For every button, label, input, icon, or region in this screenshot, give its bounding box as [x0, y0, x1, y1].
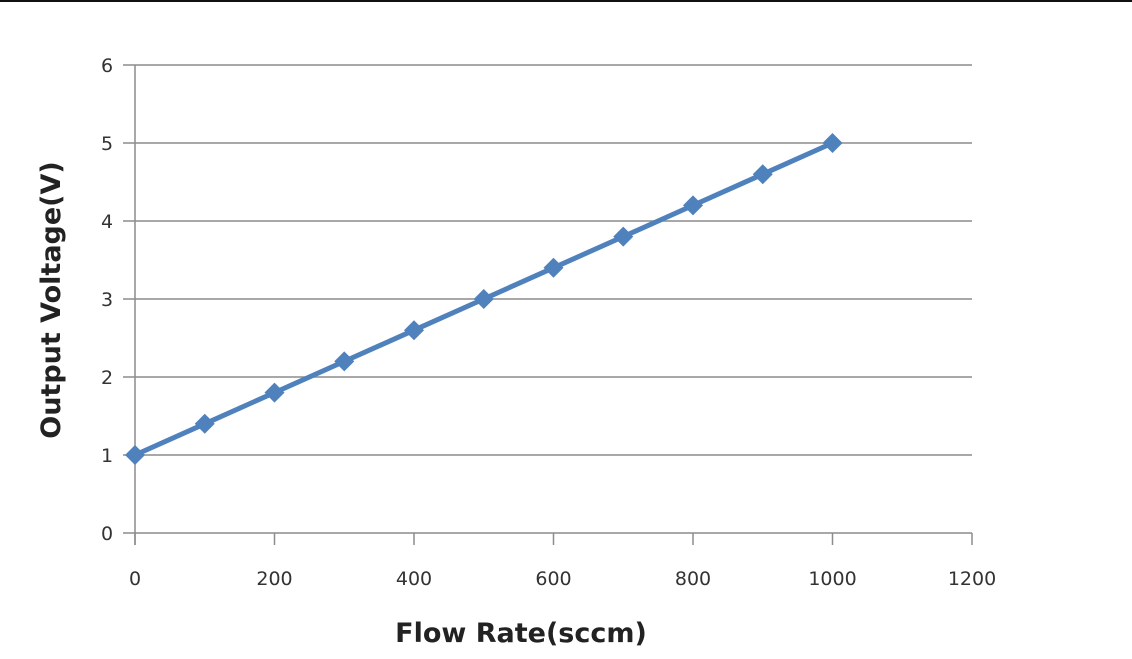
- x-tick-label: 600: [535, 568, 571, 590]
- data-point-marker: [822, 133, 843, 153]
- y-tick-label: 6: [101, 55, 113, 77]
- data-point-marker: [404, 320, 424, 341]
- data-point-marker: [543, 257, 564, 278]
- x-axis-label: Flow Rate(sccm): [395, 618, 647, 649]
- x-tick-label: 1200: [948, 568, 996, 590]
- y-tick-label: 3: [101, 289, 113, 311]
- y-tick-label: 5: [101, 133, 113, 155]
- data-point-marker: [473, 289, 494, 309]
- data-point-marker: [683, 195, 703, 216]
- y-tick-label: 1: [101, 445, 113, 467]
- x-tick-label: 800: [675, 568, 711, 590]
- data-point-marker: [613, 226, 634, 247]
- data-point-marker: [264, 382, 285, 403]
- data-point-marker: [125, 445, 145, 465]
- y-tick-label: 0: [101, 523, 113, 545]
- x-tick-label: 200: [256, 568, 292, 590]
- x-tick-label: 400: [396, 568, 432, 590]
- data-point-marker: [334, 351, 355, 372]
- data-point-marker: [194, 413, 215, 434]
- data-point-marker: [752, 164, 773, 185]
- y-tick-label: 2: [101, 367, 113, 389]
- y-tick-label: 4: [101, 211, 113, 233]
- top-border-line: [0, 0, 1132, 2]
- x-tick-label: 1000: [808, 568, 856, 590]
- x-tick-label: 0: [129, 568, 141, 590]
- y-axis-label: Output Voltage(V): [36, 161, 67, 439]
